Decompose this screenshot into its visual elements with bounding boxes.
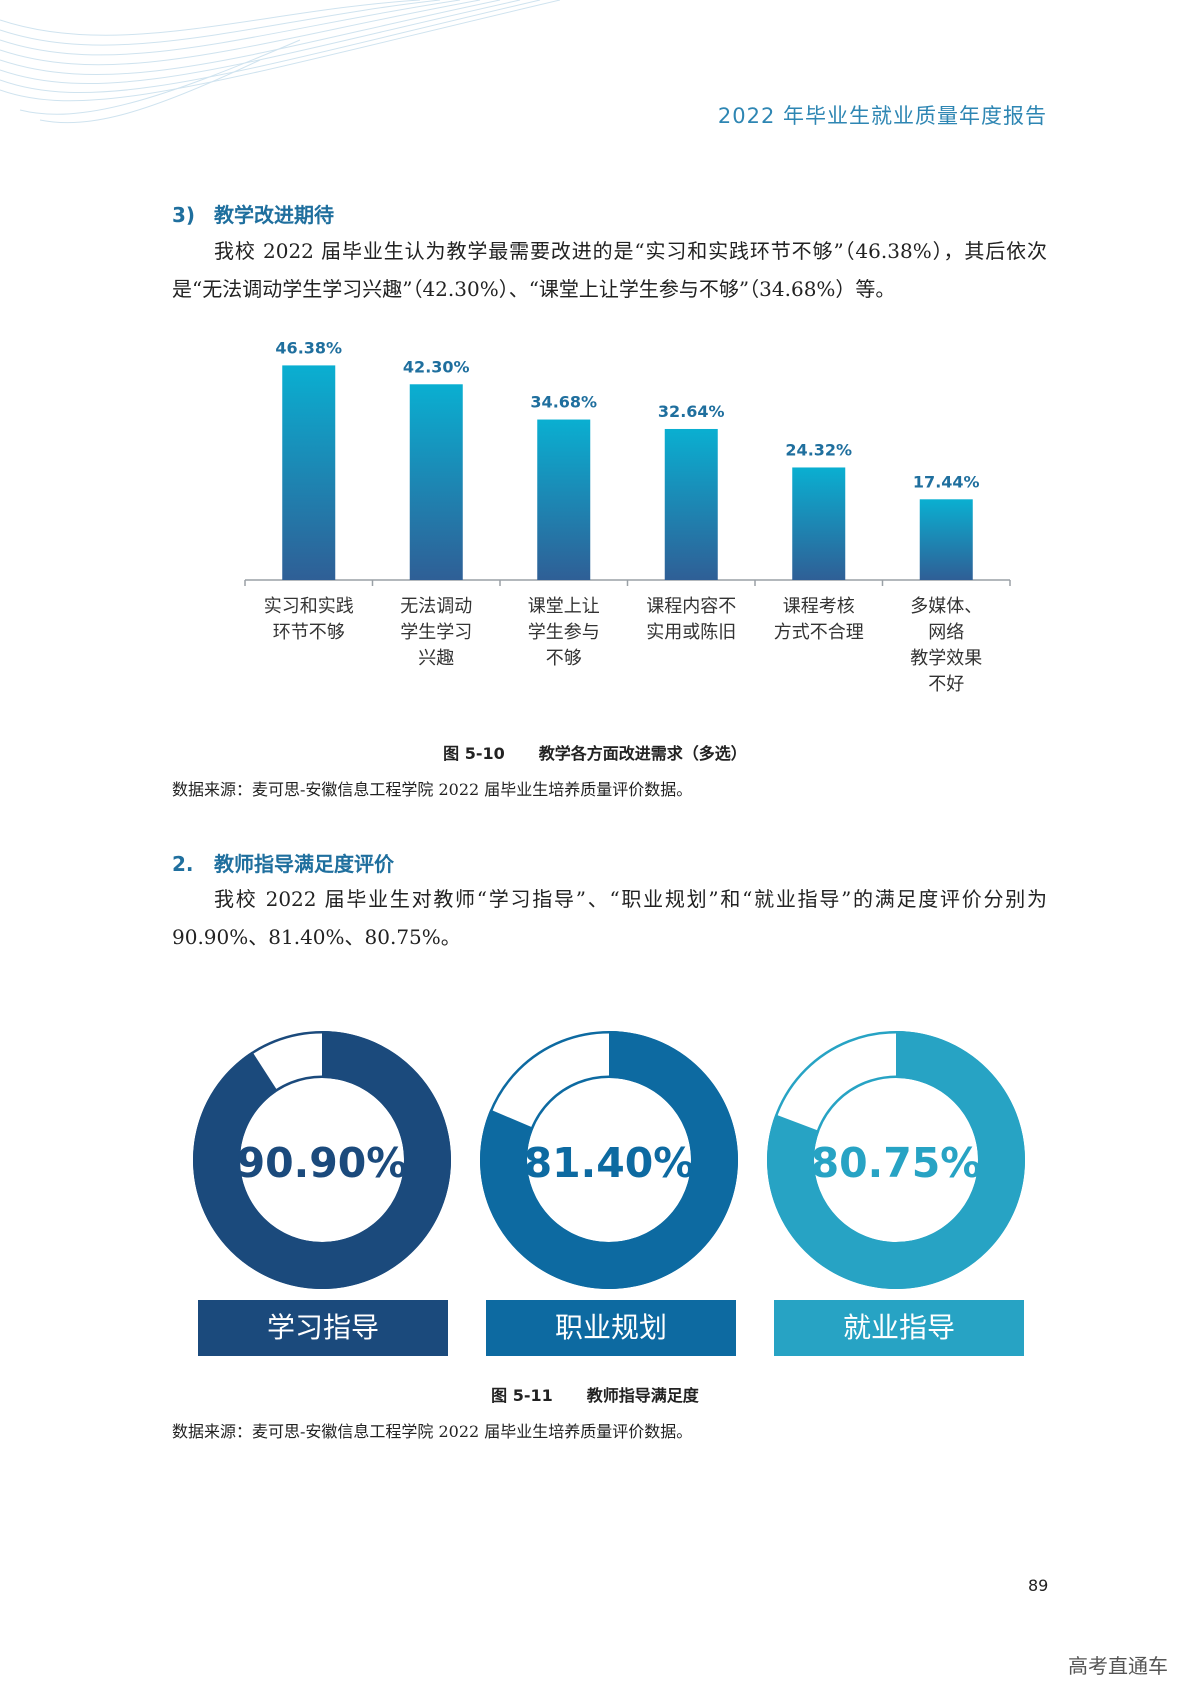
bar	[919, 499, 973, 580]
donut-slice	[766, 1031, 1025, 1289]
bar-data-label: 32.64%	[658, 402, 725, 421]
figure-number: 图 5-11	[491, 1386, 553, 1405]
category-tick-label: 多媒体、网络教学效果不好	[910, 596, 982, 695]
bar-data-label: 46.38%	[275, 338, 342, 357]
donut-slice	[480, 1031, 739, 1289]
bar-data-label: 17.44%	[913, 472, 980, 491]
bar	[409, 384, 463, 580]
section-number: 3)	[172, 203, 196, 227]
bar	[664, 428, 718, 580]
bar	[792, 467, 846, 580]
section-paragraph: 我校 2022 届毕业生认为教学最需要改进的是“实习和实践环节不够”（46.38…	[172, 239, 1047, 301]
section-paragraph: 我校 2022 届毕业生对教师“学习指导”、“职业规划”和“就业指导”的满足度评…	[172, 887, 1047, 949]
decorative-wave-lines	[0, 0, 560, 124]
data-source-note: 数据来源：麦可思-安徽信息工程学院 2022 届毕业生培养质量评价数据。	[172, 780, 693, 799]
figure-caption: 图 5-11 教师指导满足度	[0, 1382, 1190, 1406]
data-source-note: 数据来源：麦可思-安徽信息工程学院 2022 届毕业生培养质量评价数据。	[172, 1422, 693, 1441]
category-tick-label: 实习和实践环节不够	[264, 596, 354, 643]
donut-label-career-planning: 职业规划	[486, 1300, 736, 1356]
category-tick-label: 无法调动学生学习兴趣	[400, 596, 472, 669]
section-number: 2.	[172, 852, 194, 876]
figure-title: 教学各方面改进需求（多选）	[538, 744, 747, 763]
bar-data-label: 34.68%	[530, 393, 597, 412]
guidance-satisfaction-donut-charts: 90.90% 81.40% 80.75%	[192, 1031, 1025, 1289]
donut-label-text: 学习指导	[266, 1311, 379, 1344]
donut-label-text: 职业规划	[554, 1311, 667, 1344]
watermark-text: 高考直通车	[1068, 1654, 1168, 1678]
improvement-needs-bar-chart: 46.38% 实习和实践环节不够 42.30% 无法调动学生学习兴趣 34.68% 课堂上…	[244, 338, 1011, 695]
page-number: 89	[1028, 1576, 1049, 1595]
category-tick-label: 课程考核方式不合理	[774, 596, 864, 643]
bar-data-label: 24.32%	[785, 440, 852, 459]
category-tick-label: 课堂上让学生参与不够	[528, 596, 600, 669]
category-tick-label: 课程内容不实用或陈旧	[646, 596, 736, 643]
bar	[537, 419, 591, 580]
bar-data-label: 42.30%	[403, 357, 470, 376]
figure-caption: 图 5-10 教学各方面改进需求（多选）	[0, 740, 1190, 764]
report-header-title: 2022 年毕业生就业质量年度报告	[717, 104, 1047, 128]
bar	[282, 365, 336, 580]
donut-slice	[192, 1031, 451, 1289]
section-heading-teaching-improvement: 3) 教学改进期待	[172, 199, 334, 228]
section-heading-teacher-guidance: 2. 教师指导满足度评价	[172, 848, 394, 877]
figure-number: 图 5-10	[443, 744, 505, 763]
section-title: 教师指导满足度评价	[214, 852, 394, 876]
donut-center-value: 90.90%	[237, 1139, 408, 1187]
donut-label-employment-guidance: 就业指导	[774, 1300, 1024, 1356]
donut-label-learning-guidance: 学习指导	[198, 1300, 448, 1356]
donut-center-value: 81.40%	[524, 1139, 695, 1187]
donut-center-value: 80.75%	[811, 1139, 982, 1187]
section-title: 教学改进期待	[214, 203, 334, 227]
donut-label-text: 就业指导	[842, 1311, 955, 1344]
figure-title: 教师指导满足度	[586, 1386, 699, 1405]
